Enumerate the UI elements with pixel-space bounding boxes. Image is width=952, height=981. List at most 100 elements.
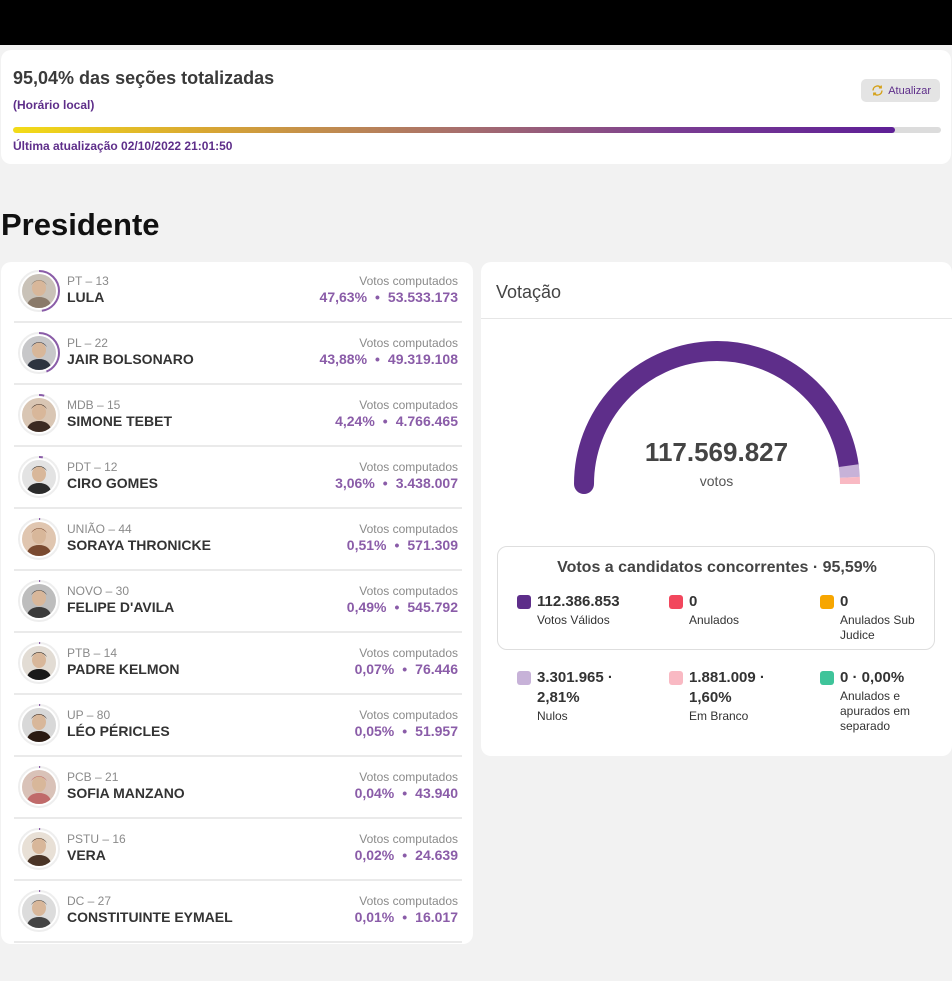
candidate-percent: 43,88% [319,351,368,367]
gauge-segment-nulos [838,464,860,478]
stat-color-swatch [820,595,834,609]
candidate-percent: 47,63% [319,289,368,305]
totalization-status-card: 95,04% das seções totalizadas (Horário l… [1,50,951,164]
stat-label: Anulados e apurados em separado [840,689,911,733]
candidate-name: VERA [67,847,106,863]
stat-value: 0 [840,593,849,610]
candidate-name: LÉO PÉRICLES [67,723,170,739]
candidate-vote-count: 4.766.465 [395,413,458,429]
candidate-photo [22,708,56,742]
local-time-note: (Horário local) [13,98,95,112]
candidate-votes: 0,05% • 51.957 [355,723,458,739]
candidate-photo [22,460,56,494]
votacao-card: Votação 117.569.827 votos Votos a candid… [481,262,952,756]
votes-gauge-chart [574,341,860,494]
candidate-percent: 0,01% [354,909,395,925]
candidate-votes: 4,24% • 4.766.465 [335,413,458,429]
candidate-vote-count: 76.446 [415,661,458,677]
candidate-votes: 0,01% • 16.017 [355,909,458,925]
separator-dot: • [402,785,408,801]
candidate-photo [22,832,56,866]
candidate-percent: 0,51% [346,537,387,553]
votes-computed-label: Votos computados [359,646,458,660]
candidate-party: UNIÃO – 44 [67,522,132,536]
candidate-vote-count: 571.309 [407,537,458,553]
candidate-avatar [17,703,61,747]
candidate-vote-count: 53.533.173 [387,289,458,305]
divider [481,318,952,319]
candidate-name: FELIPE D'AVILA [67,599,175,615]
stat-color-swatch [669,595,683,609]
stat-label: Votos Válidos [537,613,610,627]
separator-dot: • [375,289,380,305]
candidate-party: NOVO – 30 [67,584,130,598]
candidate-party: PDT – 12 [67,460,118,474]
candidate-name: LULA [67,289,105,305]
candidate-photo [22,522,56,556]
candidate-party: PT – 13 [67,274,109,288]
candidate-row[interactable]: PT – 13 LULA Votos computados 47,63% • 53.533… [14,262,462,323]
separator-dot: • [382,413,388,429]
candidate-row[interactable]: UP – 80 LÉO PÉRICLES Votos computados 0,05%… [14,696,462,757]
candidate-avatar [17,641,61,685]
candidate-row[interactable]: UNIÃO – 44 SORAYA THRONICKE Votos computad… [14,510,462,571]
candidate-row[interactable]: NOVO – 30 FELIPE D'AVILA Votos computados 0… [14,572,462,633]
votes-computed-label: Votos computados [359,894,458,908]
candidate-row[interactable]: MDB – 15 SIMONE TEBET Votos computados 4,24… [14,386,462,447]
candidate-share-ring [18,394,60,436]
votes-computed-label: Votos computados [359,522,458,536]
candidate-photo [22,646,56,680]
gauge-total-unit: votos [699,473,734,489]
candidate-avatar [17,827,61,871]
votes-computed-label: Votos computados [359,398,458,412]
separator-dot: • [394,599,400,615]
stat-label: Anulados [689,613,740,627]
stat-value: 3.301.965 · 2,81% [537,669,613,706]
totalization-progress-bar [13,127,941,133]
candidate-share-ring [18,642,60,684]
stat-value: 0 · 0,00% [840,669,905,686]
stat-value: 112.386.853 [537,593,620,610]
gauge-total-votes: 117.569.827 [644,437,789,467]
candidate-row[interactable]: PCB – 21 SOFIA MANZANO Votos computados 0,0… [14,758,462,819]
refresh-button[interactable]: Atualizar [861,79,940,102]
stat-value: 1.881.009 · 1,60% [689,669,765,706]
candidate-avatar [17,579,61,623]
candidate-row[interactable]: PSTU – 16 VERA Votos computados 0,02% • 24.63… [14,820,462,881]
votacao-title: Votação [496,282,562,302]
candidate-votes: 3,06% • 3.438.007 [335,475,458,491]
candidate-percent: 0,04% [354,785,395,801]
separator-dot: • [402,661,408,677]
candidate-row[interactable]: DC – 27 CONSTITUINTE EYMAEL Votos computad… [14,882,462,943]
stat-label: Em Branco [689,709,749,723]
votes-computed-label: Votos computados [359,832,458,846]
candidate-photo [22,336,56,370]
stat-value: 0 [689,593,698,610]
totalization-progress-fill [13,127,895,133]
candidate-percent: 0,02% [354,847,395,863]
candidate-row[interactable]: PL – 22 JAIR BOLSONARO Votos computados 43,… [14,324,462,385]
separator-dot: • [382,475,388,491]
stat-color-swatch [820,671,834,685]
candidate-avatar [17,455,61,499]
candidate-vote-count: 43.940 [415,785,458,801]
candidate-row[interactable]: PDT – 12 CIRO GOMES Votos computados 3,06% •… [14,448,462,509]
candidate-avatar [17,765,61,809]
candidate-vote-count: 3.438.007 [395,475,458,491]
candidate-vote-count: 51.957 [415,723,458,739]
candidate-party: PSTU – 16 [67,832,126,846]
stat-label: Nulos [537,709,568,723]
candidate-name: CONSTITUINTE EYMAEL [67,909,233,925]
last-update-text: Última atualização 02/10/2022 21:01:50 [13,139,233,153]
votes-computed-label: Votos computados [359,274,458,288]
candidate-percent: 4,24% [335,413,375,429]
candidate-avatar [17,269,61,313]
candidate-avatar [17,889,61,933]
candidate-percent: 0,49% [346,599,387,615]
stat-color-swatch [517,595,531,609]
candidate-votes: 0,02% • 24.639 [355,847,458,863]
candidate-row[interactable]: PTB – 14 PADRE KELMON Votos computados 0,07… [14,634,462,695]
separator-dot: • [402,847,408,863]
candidate-share-ring [18,270,60,312]
candidate-share-ring [18,518,60,560]
